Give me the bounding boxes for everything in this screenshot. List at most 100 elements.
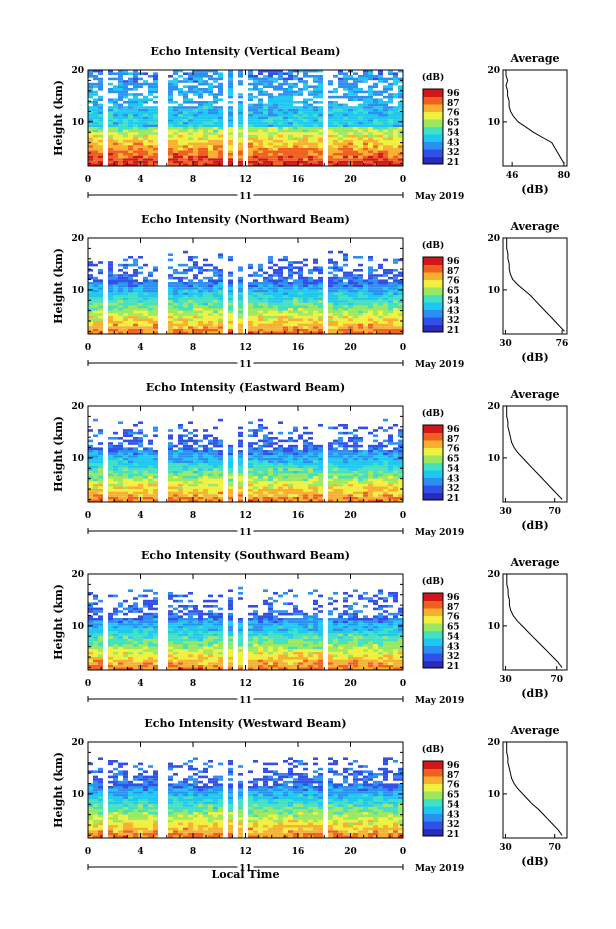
heatmap-cell [123, 147, 128, 151]
heatmap-cell [248, 147, 253, 151]
heatmap-cell [333, 145, 338, 148]
heatmap-cell [253, 302, 258, 306]
heatmap-cell [258, 323, 263, 327]
heatmap-cell [288, 129, 293, 133]
heatmap-cell [193, 455, 198, 458]
heatmap-cell [88, 470, 93, 474]
heatmap-cell [353, 114, 358, 117]
heatmap-cell [188, 331, 193, 334]
heatmap-cell [288, 318, 293, 321]
heatmap-cell [228, 465, 233, 469]
heatmap-cell [238, 137, 243, 140]
heatmap-cell [393, 147, 398, 151]
heatmap-cell [273, 478, 278, 482]
heatmap-cell [358, 494, 363, 497]
heatmap-cell [188, 85, 193, 88]
heatmap-cell [288, 155, 293, 159]
heatmap-cell [208, 323, 213, 327]
heatmap-cell [203, 300, 208, 303]
heatmap-cell [303, 478, 308, 482]
heatmap-cell [198, 160, 203, 164]
heatmap-cell [283, 331, 288, 334]
heatmap-cell [343, 292, 348, 295]
heatmap-cell [288, 489, 293, 492]
heatmap-cell [253, 460, 258, 463]
heatmap-cell [133, 85, 138, 88]
heatmap-cell [388, 486, 393, 489]
heatmap-cell [173, 134, 178, 138]
heatmap-cell [288, 132, 293, 135]
heatmap-cell [368, 269, 373, 272]
heatmap-cell [168, 124, 173, 127]
heatmap-cell [193, 429, 198, 432]
heatmap-cell [153, 85, 158, 88]
heatmap-cell [268, 486, 273, 489]
heatmap-cell [283, 256, 288, 259]
heatmap-cell [363, 101, 368, 104]
heatmap-cell [398, 90, 403, 94]
heatmap-cell [328, 489, 333, 492]
heatmap-cell [228, 69, 233, 73]
heatmap-cell [253, 279, 258, 282]
heatmap-cell [138, 302, 143, 306]
heatmap-cell [248, 88, 253, 91]
heatmap-cell [193, 468, 198, 471]
heatmap-cell [353, 163, 358, 166]
heatmap-cell [123, 465, 128, 469]
heatmap-cell [128, 150, 133, 153]
heatmap-cell [148, 302, 153, 306]
heatmap-cell [178, 496, 183, 500]
heatmap-cell [358, 140, 363, 143]
heatmap-cell [108, 269, 113, 272]
heatmap-cell [338, 494, 343, 497]
heatmap-cell [358, 145, 363, 148]
heatmap-cell [88, 483, 93, 487]
heatmap-cell [128, 305, 133, 308]
heatmap-cell [363, 140, 368, 143]
heatmap-cell [258, 321, 263, 324]
heatmap-cell [93, 489, 98, 492]
heatmap-cell [398, 470, 403, 474]
heatmap-cell [253, 150, 258, 153]
echo-panel-2: Echo Intensity (Eastward Beam)1020Height… [52, 381, 568, 538]
heatmap-cell [168, 463, 173, 466]
heatmap-cell [143, 124, 148, 127]
heatmap-cell [193, 69, 198, 73]
heatmap-cell [263, 124, 268, 127]
heatmap-cell [183, 121, 188, 125]
heatmap-cell [353, 95, 358, 99]
heatmap-cell [388, 460, 393, 463]
heatmap-cell [93, 119, 98, 122]
heatmap-cell [398, 491, 403, 495]
heatmap-cell [188, 494, 193, 497]
heatmap-cell [263, 468, 268, 471]
heatmap-cell [133, 106, 138, 109]
heatmap-cell [198, 284, 203, 288]
heatmap-cell [303, 300, 308, 303]
heatmap-cell [193, 321, 198, 324]
x-tick-label: 4 [137, 343, 143, 353]
heatmap-cell [118, 155, 123, 159]
heatmap-cell [328, 108, 333, 112]
heatmap-cell [308, 470, 313, 474]
heatmap-cell [273, 160, 278, 164]
heatmap-cell [88, 108, 93, 112]
heatmap-cell [373, 106, 378, 109]
heatmap-cell [198, 297, 203, 301]
heatmap-cell [133, 483, 138, 487]
heatmap-cell [338, 310, 343, 314]
heatmap-cell [383, 142, 388, 146]
heatmap-cell [138, 282, 143, 285]
heatmap-cell [213, 101, 218, 104]
heatmap-cell [113, 460, 118, 463]
heatmap-cell [153, 483, 158, 487]
heatmap-cell [88, 607, 93, 611]
heatmap-cell [288, 302, 293, 306]
heatmap-cell [113, 98, 118, 101]
heatmap-cell [338, 124, 343, 127]
heatmap-cell [358, 80, 363, 83]
heatmap-cell [213, 119, 218, 122]
heatmap-cell [288, 142, 293, 146]
heatmap-cell [318, 111, 323, 114]
heatmap-cell [98, 80, 103, 83]
